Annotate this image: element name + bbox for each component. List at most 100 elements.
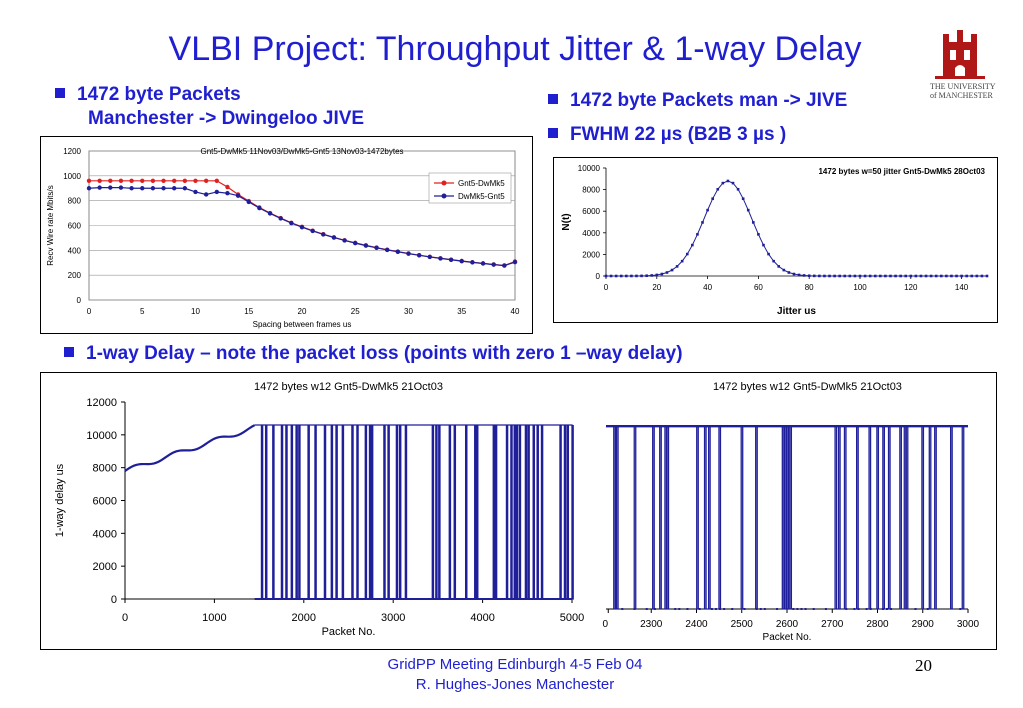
y-tick-label: 200 — [68, 271, 82, 280]
data-point — [741, 197, 745, 200]
loss-point — [796, 608, 799, 610]
x-tick-label: 3000 — [381, 612, 405, 624]
data-point — [182, 178, 188, 183]
data-point — [752, 221, 755, 224]
data-point — [873, 274, 877, 278]
data-point — [97, 178, 102, 183]
loss-point — [857, 608, 860, 610]
bullet-right-1-text: 1472 byte Packets man -> JIVE — [570, 90, 848, 111]
y-tick-label: 6000 — [582, 207, 600, 216]
data-point — [792, 272, 796, 276]
y-tick-label: 10000 — [578, 164, 601, 173]
data-point — [118, 185, 124, 190]
data-point — [823, 274, 826, 278]
data-point — [97, 185, 102, 190]
data-point — [970, 274, 974, 278]
slide-title: VLBI Project: Throughput Jitter & 1-way … — [168, 30, 862, 68]
x-tick-label: 140 — [955, 283, 969, 292]
x-tick-label: 100 — [853, 283, 867, 292]
data-point — [129, 178, 134, 183]
x-tick-label: 20 — [298, 307, 307, 316]
y-tick-label: 6000 — [93, 496, 117, 508]
data-point — [726, 179, 730, 183]
data-point — [914, 274, 918, 278]
bullet-mid: 1-way Delay – note the packet loss (poin… — [64, 343, 683, 365]
data-point — [321, 232, 326, 237]
chart-title: 1472 bytes w12 Gnt5-DwMk5 21Oct03 — [713, 381, 902, 393]
data-point — [619, 274, 623, 278]
data-point — [310, 228, 315, 234]
x-tick-label: 10 — [191, 307, 200, 316]
loss-point — [763, 608, 766, 610]
data-point — [635, 274, 638, 278]
data-point — [939, 274, 943, 278]
data-point — [480, 261, 486, 266]
y-tick-label: 600 — [68, 222, 82, 231]
bullet-left-line2: Manchester -> Dwingeloo JIVE — [88, 108, 365, 129]
y-tick-label: 800 — [68, 197, 82, 206]
data-point — [797, 273, 801, 277]
footer-line2: R. Hughes-Jones Manchester — [415, 676, 615, 693]
data-point — [267, 211, 273, 216]
logo-text-line1: THE UNIVERSITY — [930, 82, 996, 91]
data-point — [395, 249, 401, 255]
loss-point — [723, 608, 726, 610]
x-tick-label: 15 — [244, 307, 253, 316]
x-axis-label: Packet No. — [322, 626, 376, 638]
x-tick-label: 35 — [457, 307, 466, 316]
x-axis-label: Jitter us — [777, 306, 816, 317]
data-point — [757, 233, 760, 236]
data-point — [889, 274, 892, 278]
data-point — [904, 274, 908, 278]
data-point — [225, 184, 230, 190]
series-line-plateau — [254, 424, 574, 600]
x-tick-label: 2000 — [292, 612, 316, 624]
bullet-left: 1472 byte Packets Manchester -> Dwingelo… — [55, 83, 364, 131]
data-point — [721, 181, 725, 185]
data-point — [406, 251, 411, 256]
data-point — [772, 259, 775, 263]
x-tick-label: 5000 — [560, 612, 584, 624]
y-tick-label: 0 — [596, 272, 601, 281]
data-point — [665, 271, 669, 274]
chart-jitter: 0 2000 4000 6000 8000 10000 0 20 40 60 80 100 120 140… — [561, 164, 989, 317]
loss-point — [645, 608, 648, 610]
loss-point — [633, 608, 636, 610]
data-point — [625, 274, 628, 278]
loss-point — [621, 608, 624, 610]
data-point — [86, 178, 92, 183]
data-point — [512, 259, 518, 265]
data-point — [655, 273, 659, 277]
chart-title: 1472 bytes w=50 jitter Gnt5-DwMk5 28Oct0… — [818, 167, 985, 176]
x-tick-label: 40 — [511, 307, 520, 316]
data-point — [150, 178, 156, 183]
x-axis-label: Packet No. — [763, 632, 812, 643]
x-tick-label: 30 — [404, 307, 413, 316]
chart-delay: 0 2000 4000 6000 8000 10000 12000 0 1000 2000 3000… — [54, 381, 584, 638]
x-tick-label: 25 — [351, 307, 360, 316]
data-point — [140, 178, 145, 183]
x-tick-label: 2500 — [731, 619, 754, 630]
bullet-right-2-text: FWHM 22 µs (B2B 3 µs ) — [570, 124, 787, 145]
series-line — [606, 425, 968, 610]
data-point — [374, 245, 379, 251]
chart-delay-panel: 0 2000 4000 6000 8000 10000 12000 0 1000 2000 3000… — [40, 372, 602, 650]
legend-label: DwMk5-Gnt5 — [458, 192, 505, 201]
x-tick-label: 2300 — [640, 619, 663, 630]
loss-point — [731, 608, 734, 610]
loss-point — [824, 608, 827, 610]
loss-point — [678, 608, 681, 610]
y-tick-label: 0 — [77, 296, 82, 305]
data-point — [108, 178, 113, 183]
data-point — [828, 274, 831, 278]
data-point — [214, 189, 219, 195]
data-point — [645, 274, 648, 278]
footer: GridPP Meeting Edinburgh 4-5 Feb 04 R. H… — [300, 655, 730, 695]
legend-label: Gnt5-DwMk5 — [458, 179, 505, 188]
data-point — [812, 274, 816, 278]
chart-throughput: 0 200 400 600 800 1000 1200 0 5 10 15 20 25 30 35 40 Spa… — [46, 147, 520, 329]
y-axis-label: Recv Wire rate Mbits/s — [46, 185, 55, 265]
footer-line1: GridPP Meeting Edinburgh 4-5 Feb 04 — [387, 656, 643, 673]
y-tick-label: 8000 — [582, 186, 600, 195]
data-point — [843, 274, 847, 278]
